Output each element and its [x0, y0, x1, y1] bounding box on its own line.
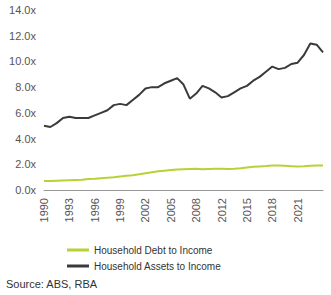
svg-text:1990: 1990 — [38, 198, 50, 222]
svg-text:10.0x: 10.0x — [9, 55, 36, 67]
svg-text:14.0x: 14.0x — [9, 4, 36, 16]
svg-text:2021: 2021 — [292, 198, 304, 222]
svg-text:4.0x: 4.0x — [15, 133, 36, 145]
svg-text:2005: 2005 — [165, 198, 177, 222]
svg-text:1993: 1993 — [63, 198, 75, 222]
svg-text:1996: 1996 — [89, 198, 101, 222]
svg-text:2018: 2018 — [266, 198, 278, 222]
svg-text:2015: 2015 — [241, 198, 253, 222]
svg-text:1999: 1999 — [114, 198, 126, 222]
svg-text:8.0x: 8.0x — [15, 81, 36, 93]
svg-text:Household Debt to Income: Household Debt to Income — [94, 245, 213, 256]
svg-text:2008: 2008 — [190, 198, 202, 222]
svg-text:12.0x: 12.0x — [9, 30, 36, 42]
svg-text:2.0x: 2.0x — [15, 158, 36, 170]
svg-text:Household Assets to Income: Household Assets to Income — [94, 261, 221, 272]
svg-text:2002: 2002 — [139, 198, 151, 222]
svg-text:Source: ABS, RBA: Source: ABS, RBA — [6, 278, 98, 290]
svg-text:2012: 2012 — [216, 198, 228, 222]
svg-text:0.0x: 0.0x — [15, 184, 36, 196]
svg-text:6.0x: 6.0x — [15, 107, 36, 119]
